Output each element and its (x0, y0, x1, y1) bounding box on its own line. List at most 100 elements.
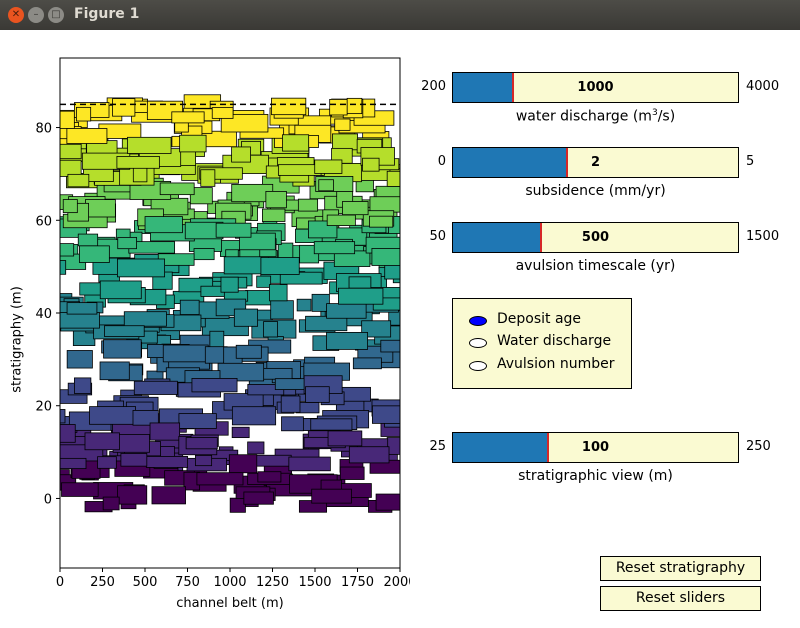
channel-body (62, 199, 78, 214)
channel-body (352, 357, 382, 370)
slider-label: water discharge (m3/s) (515, 108, 676, 125)
minimize-button[interactable]: – (28, 7, 44, 23)
channel-body (386, 170, 401, 187)
channel-body (117, 258, 166, 278)
channel-body (362, 157, 380, 172)
channel-body (59, 409, 66, 424)
channel-body (66, 350, 93, 369)
slider-fill (453, 148, 567, 177)
x-tick-label: 1000 (213, 575, 246, 590)
channel-body (144, 216, 183, 234)
stratigraphic-view-slider[interactable]: 100 (452, 432, 739, 463)
channel-body (196, 472, 244, 486)
channel-body (326, 214, 356, 226)
channel-body (99, 361, 130, 381)
channel-body (127, 136, 172, 154)
channel-body (348, 276, 372, 289)
channel-body (314, 159, 343, 174)
channel-body (262, 208, 286, 222)
y-tick-label: 40 (35, 307, 52, 322)
slider-value: 100 (581, 440, 610, 455)
channel-body (332, 133, 358, 151)
subsidence-slider[interactable]: 2 (452, 147, 739, 178)
x-tick-label: 1500 (298, 575, 331, 590)
channel-body (145, 456, 189, 468)
slider-min-label: 25 (429, 439, 446, 454)
channel-body (149, 422, 181, 441)
channel-body (75, 106, 92, 122)
channel-body (313, 241, 356, 255)
channel-body (282, 134, 310, 152)
window-title: Figure 1 (74, 6, 140, 22)
channel-body (256, 275, 272, 288)
channel-body (269, 284, 288, 302)
x-tick-label: 1250 (256, 575, 289, 590)
reset-stratigraphy-button[interactable]: Reset stratigraphy (600, 556, 761, 581)
slider-value: 500 (581, 230, 610, 245)
channel-body (231, 426, 250, 439)
color-mode-radio-group: Deposit age Water discharge Avulsion num… (452, 298, 632, 389)
channel-body (66, 128, 108, 144)
channel-body (61, 482, 99, 497)
channel-body (375, 493, 401, 511)
x-tick-label: 750 (175, 575, 200, 590)
slider-fill (453, 433, 548, 462)
slider-label: subsidence (mm/yr) (525, 183, 666, 199)
channel-body (89, 406, 136, 425)
slider-max-label: 4000 (746, 79, 780, 94)
channel-body (229, 497, 246, 513)
channel-body (329, 99, 348, 116)
channel-body (223, 256, 262, 275)
channel-body (311, 488, 352, 504)
channel-body (326, 303, 367, 319)
channel-body (132, 166, 148, 183)
channel-body (231, 406, 277, 426)
channel-body (133, 380, 178, 395)
channel-body (305, 386, 330, 403)
channel-body (326, 332, 368, 350)
channel-body (371, 405, 401, 424)
channel-body (296, 298, 312, 312)
channel-body (279, 271, 323, 285)
slider-max-label: 1500 (746, 229, 780, 244)
channel-body (178, 413, 217, 429)
slider-value: 1000 (577, 80, 614, 95)
channel-body (233, 308, 259, 327)
channel-body (339, 466, 365, 480)
y-tick-label: 60 (35, 214, 52, 229)
close-button[interactable]: ✕ (8, 7, 24, 23)
channel-body (369, 215, 394, 228)
channel-body (270, 300, 294, 320)
channel-body (371, 248, 401, 266)
channel-body (103, 339, 142, 359)
radio-indicator (469, 316, 487, 326)
channel-body (191, 378, 238, 393)
y-tick-label: 80 (35, 122, 52, 137)
channel-body (171, 111, 205, 124)
reset-sliders-button[interactable]: Reset sliders (600, 586, 761, 611)
channel-body (59, 243, 75, 257)
x-tick-label: 500 (133, 575, 158, 590)
avulsion-timescale-slider[interactable]: 500 (452, 222, 739, 253)
channel-body (263, 321, 278, 338)
x-tick-label: 1750 (341, 575, 374, 590)
channel-body (179, 299, 200, 315)
slider-max-label: 250 (746, 439, 771, 454)
maximize-button[interactable]: □ (48, 7, 64, 23)
slider-marker (540, 223, 543, 252)
channel-body (235, 344, 262, 359)
channel-body (243, 491, 274, 505)
channel-body (132, 409, 159, 426)
channel-body (59, 143, 82, 160)
slider-fill (453, 223, 542, 252)
channel-body (280, 395, 301, 413)
y-axis-label: stratigraphy (m) (9, 286, 25, 393)
y-tick-label: 20 (35, 400, 52, 415)
channel-body (112, 98, 136, 117)
water-discharge-slider[interactable]: 1000 (452, 72, 739, 103)
slider-min-label: 0 (437, 154, 446, 169)
channel-body (310, 418, 353, 431)
channel-body (251, 454, 292, 467)
